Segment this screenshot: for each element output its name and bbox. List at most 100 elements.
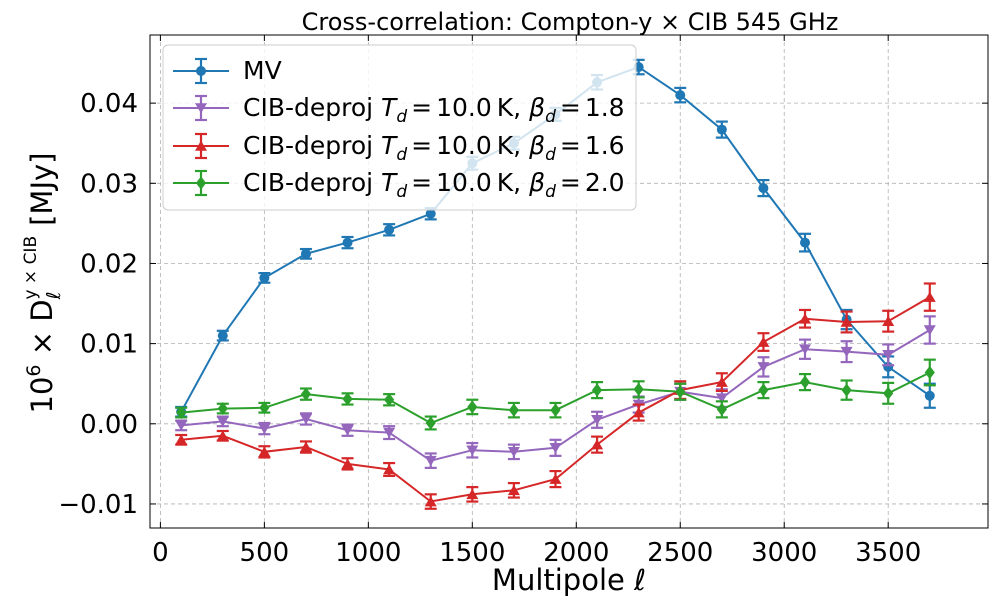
legend-label-beta-1-8: CIB-deproj Td = 10.0 K, βd = 1.8 [243, 93, 625, 127]
plot-frame [149, 34, 989, 529]
data-point [591, 439, 604, 450]
td-sub: d [396, 107, 407, 127]
data-point [425, 208, 436, 219]
legend-prefix: CIB-deproj [243, 93, 381, 122]
data-point [549, 443, 562, 454]
y-label-unit: [MJy] [25, 153, 59, 226]
data-point [549, 473, 562, 484]
data-point [632, 407, 645, 418]
td-value: 10.0 [436, 131, 492, 160]
data-point [591, 383, 603, 397]
y-tick-label: 0.03 [80, 169, 138, 199]
y-label-sup: y × CIB [21, 236, 41, 300]
data-point [675, 385, 686, 399]
data-point [341, 458, 354, 469]
td-sub: d [396, 145, 407, 165]
data-point [715, 376, 728, 387]
td-equals: = [411, 168, 432, 197]
beta-value: 1.8 [585, 93, 625, 122]
td-value: 10.0 [436, 93, 492, 122]
data-point [259, 272, 270, 283]
data-point [175, 434, 188, 445]
data-point [176, 405, 187, 420]
legend-prefix: CIB-deproj [243, 168, 381, 197]
x-tick-label: 3500 [855, 538, 921, 568]
legend-marker [196, 66, 206, 76]
data-point [342, 237, 353, 248]
data-point [882, 315, 895, 326]
axis-ticks: 0 500 1000 1500 2000 2500 3000 3500 −0.01 0.00 0.0… [58, 35, 988, 568]
legend-comma: , [513, 131, 521, 160]
legend-label-beta-1-6: CIB-deproj Td = 10.0 K, βd = 1.6 [243, 131, 625, 165]
x-tick-label: 2500 [647, 538, 713, 568]
svg-text:106 × Dℓy × CIB[MJy]: 106 × Dℓy × CIB [MJy] [21, 153, 65, 414]
data-point [883, 386, 894, 400]
y-axis-title: 106 × Dℓy × CIB [MJy] [21, 153, 65, 414]
td-equals: = [411, 93, 432, 122]
data-point [716, 124, 727, 135]
legend-prefix: CIB-deproj [243, 131, 381, 160]
data-point [591, 414, 604, 426]
data-point [258, 446, 271, 457]
x-tick-label: 500 [240, 538, 290, 568]
data-point [383, 427, 396, 439]
beta-sub: d [545, 107, 556, 127]
td-sub: d [396, 182, 407, 202]
y-tick-label: −0.01 [58, 490, 138, 520]
data-point [799, 313, 812, 324]
data-point [757, 336, 770, 347]
data-point [217, 401, 228, 416]
data-point [882, 350, 895, 361]
td-symbol: T [381, 93, 398, 122]
data-point [299, 441, 312, 452]
data-point [758, 183, 769, 194]
data-point [675, 90, 686, 101]
beta-sub: d [545, 182, 556, 202]
data-point [508, 403, 519, 417]
data-point [467, 400, 478, 414]
legend-handles [173, 57, 229, 197]
beta-equals: = [560, 168, 581, 197]
data-point [507, 447, 520, 458]
beta-equals: = [560, 93, 581, 122]
y-tick-label: 0.00 [80, 410, 138, 440]
td-unit: K [497, 131, 514, 160]
chart-title: Cross-correlation: Compton-y × CIB 545 G… [302, 8, 839, 36]
y-tick-label: 0.01 [80, 330, 138, 360]
legend-label-beta-2-0: CIB-deproj Td = 10.0 K, βd = 2.0 [243, 168, 625, 202]
data-point [466, 488, 479, 500]
data-point [384, 393, 395, 407]
legend-box [162, 44, 637, 211]
beta-sub: d [545, 145, 556, 165]
beta-equals: = [560, 131, 581, 160]
beta-value: 1.6 [585, 131, 625, 160]
series-beta-2-0 [175, 358, 936, 431]
legend-marker [195, 176, 207, 190]
data-point [799, 375, 811, 389]
data-point [715, 393, 728, 404]
data-point [550, 403, 561, 417]
td-value: 10.0 [436, 168, 492, 197]
data-point [342, 392, 353, 406]
data-point [341, 425, 354, 436]
y-label-sub: ℓ [43, 292, 65, 301]
data-point [258, 423, 271, 434]
legend-comma: , [513, 93, 521, 122]
data-point [841, 383, 852, 397]
data-point [757, 362, 770, 373]
legend-marker [195, 140, 207, 151]
data-point [424, 455, 437, 467]
legend-comma: , [513, 168, 521, 197]
y-label-prefix: 10 [25, 377, 59, 414]
data-point [633, 382, 644, 396]
data-point [800, 237, 811, 248]
data-point [383, 464, 396, 475]
data-series [175, 58, 936, 510]
beta-value: 2.0 [585, 168, 625, 197]
data-point [799, 344, 812, 355]
x-tick-label: 1000 [335, 538, 401, 568]
y-tick-label: 0.04 [80, 89, 138, 119]
data-point [175, 420, 188, 431]
data-point [425, 416, 436, 430]
data-point [466, 445, 479, 456]
